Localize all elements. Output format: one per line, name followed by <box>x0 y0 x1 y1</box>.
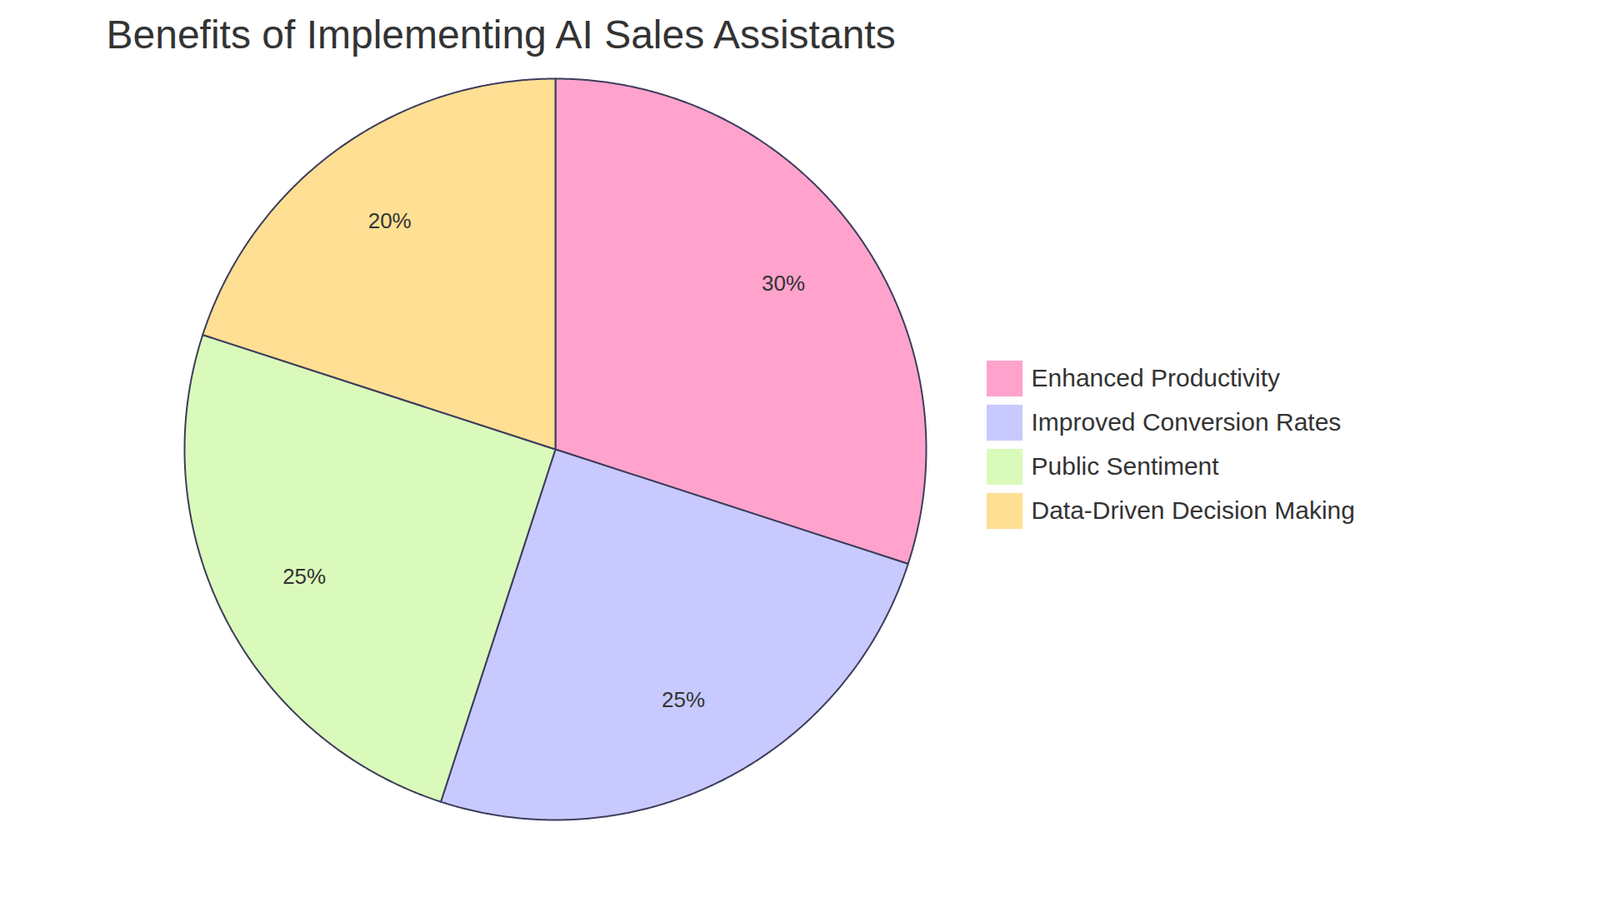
svg-text:Improved Conversion Rates: Improved Conversion Rates <box>1031 408 1342 436</box>
svg-text:Data-Driven Decision Making: Data-Driven Decision Making <box>1031 496 1355 525</box>
svg-text:20%: 20% <box>368 208 412 234</box>
svg-text:Enhanced Productivity: Enhanced Productivity <box>1031 364 1281 392</box>
svg-text:25%: 25% <box>282 564 326 590</box>
svg-text:Public Sentiment: Public Sentiment <box>1031 452 1220 480</box>
svg-text:30%: 30% <box>761 270 805 296</box>
svg-text:Benefits of Implementing AI Sa: Benefits of Implementing AI Sales Assist… <box>106 12 896 57</box>
svg-text:25%: 25% <box>661 687 705 713</box>
